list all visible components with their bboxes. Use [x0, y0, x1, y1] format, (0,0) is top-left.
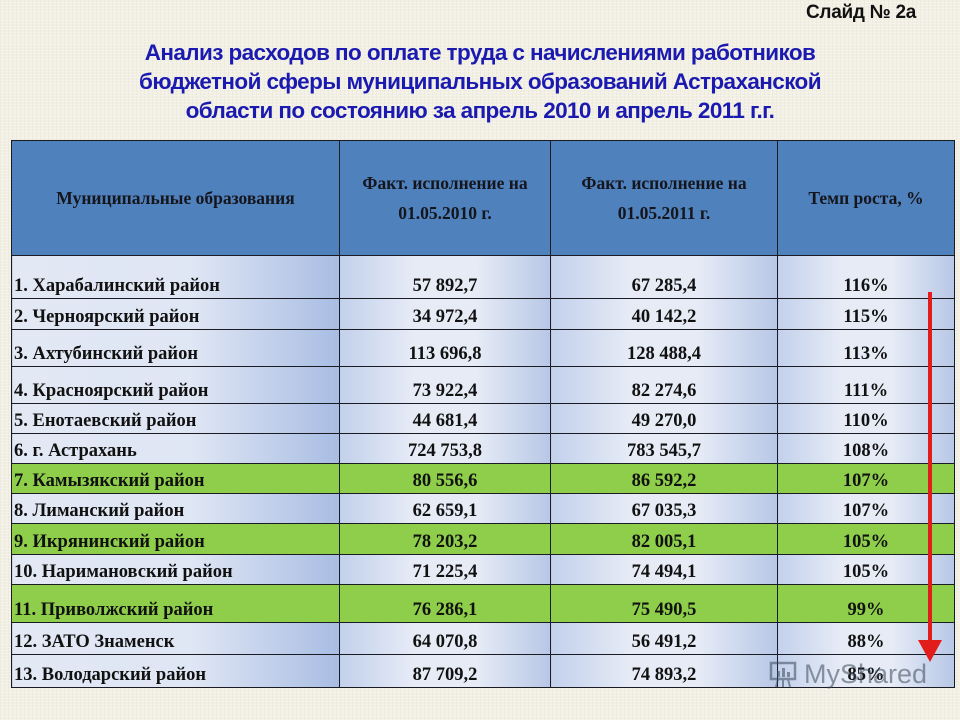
table-row: 7. Камызякский район 80 556,6 86 592,2 107%: [11, 463, 955, 494]
actual-2010-cell: 724 753,8: [339, 433, 551, 464]
actual-2011-cell: 74 893,2: [550, 654, 778, 688]
municipality-cell: 6. г. Астрахань: [11, 433, 340, 464]
actual-2011-cell: 67 035,3: [550, 493, 778, 524]
actual-2010-cell: 113 696,8: [339, 329, 551, 367]
municipality-cell: 2. Черноярский район: [11, 298, 340, 330]
actual-2010-cell: 62 659,1: [339, 493, 551, 524]
actual-2010-cell: 57 892,7: [339, 255, 551, 299]
actual-2010-cell: 71 225,4: [339, 554, 551, 585]
growth-rate-cell: 105%: [777, 554, 955, 585]
table-row: 12. ЗАТО Знаменск 64 070,8 56 491,2 88%: [11, 622, 955, 655]
table-row: 10. Наримановский район 71 225,4 74 494,1 1…: [11, 554, 955, 585]
growth-rate-cell: 110%: [777, 403, 955, 434]
table-row: 6. г. Астрахань 724 753,8 783 545,7 108%: [11, 433, 955, 464]
actual-2011-cell: 75 490,5: [550, 584, 778, 623]
down-arrow-icon: [928, 292, 932, 645]
growth-rate-cell: 85%: [777, 654, 955, 688]
table-row: 5. Енотаевский район 44 681,4 49 270,0 110%: [11, 403, 955, 434]
table-header-row: Муниципальные образования Факт. исполнен…: [11, 140, 955, 256]
growth-rate-cell: 105%: [777, 523, 955, 555]
actual-2011-cell: 82 274,6: [550, 366, 778, 404]
growth-rate-cell: 107%: [777, 493, 955, 524]
actual-2011-cell: 74 494,1: [550, 554, 778, 585]
actual-2010-cell: 87 709,2: [339, 654, 551, 688]
municipality-cell: 4. Красноярский район: [11, 366, 340, 404]
municipality-cell: 11. Приволжский район: [11, 584, 340, 623]
actual-2010-cell: 76 286,1: [339, 584, 551, 623]
growth-rate-cell: 116%: [777, 255, 955, 299]
slide-title: Анализ расходов по оплате труда с начисл…: [0, 38, 960, 125]
growth-rate-cell: 108%: [777, 433, 955, 464]
header-actual-2010: Факт. исполнение на 01.05.2010 г.: [339, 140, 551, 256]
actual-2011-cell: 82 005,1: [550, 523, 778, 555]
title-line-3: области по состоянию за апрель 2010 и ап…: [185, 98, 775, 123]
table-body: 1. Харабалинский район 57 892,7 67 285,4 11…: [11, 255, 955, 688]
arrow-head-icon: [918, 640, 942, 662]
municipality-cell: 8. Лиманский район: [11, 493, 340, 524]
municipality-cell: 1. Харабалинский район: [11, 255, 340, 299]
actual-2011-cell: 128 488,4: [550, 329, 778, 367]
growth-rate-cell: 99%: [777, 584, 955, 623]
growth-rate-cell: 107%: [777, 463, 955, 494]
table-row: 2. Черноярский район 34 972,4 40 142,2 115%: [11, 298, 955, 330]
municipality-cell: 3. Ахтубинский район: [11, 329, 340, 367]
table-row: 13. Володарский район 87 709,2 74 893,2 85%: [11, 654, 955, 688]
actual-2011-cell: 56 491,2: [550, 622, 778, 655]
table-row: 3. Ахтубинский район 113 696,8 128 488,4 11…: [11, 329, 955, 367]
expenses-table: Муниципальные образования Факт. исполнен…: [11, 140, 955, 688]
actual-2010-cell: 80 556,6: [339, 463, 551, 494]
municipality-cell: 13. Володарский район: [11, 654, 340, 688]
actual-2011-cell: 86 592,2: [550, 463, 778, 494]
municipality-cell: 12. ЗАТО Знаменск: [11, 622, 340, 655]
actual-2010-cell: 44 681,4: [339, 403, 551, 434]
actual-2010-cell: 34 972,4: [339, 298, 551, 330]
title-line-2: бюджетной сферы муниципальных образовани…: [139, 69, 821, 94]
actual-2011-cell: 67 285,4: [550, 255, 778, 299]
table-row: 9. Икрянинский район 78 203,2 82 005,1 105%: [11, 523, 955, 555]
header-growth-rate: Темп роста, %: [777, 140, 955, 256]
actual-2010-cell: 73 922,4: [339, 366, 551, 404]
actual-2011-cell: 40 142,2: [550, 298, 778, 330]
municipality-cell: 9. Икрянинский район: [11, 523, 340, 555]
title-line-1: Анализ расходов по оплате труда с начисл…: [144, 40, 816, 65]
table-row: 11. Приволжский район 76 286,1 75 490,5 99%: [11, 584, 955, 623]
table-row: 8. Лиманский район 62 659,1 67 035,3 107%: [11, 493, 955, 524]
actual-2011-cell: 49 270,0: [550, 403, 778, 434]
municipality-cell: 7. Камызякский район: [11, 463, 340, 494]
actual-2010-cell: 64 070,8: [339, 622, 551, 655]
table-row: 4. Красноярский район 73 922,4 82 274,6 111…: [11, 366, 955, 404]
header-municipality: Муниципальные образования: [11, 140, 340, 256]
growth-rate-cell: 111%: [777, 366, 955, 404]
actual-2010-cell: 78 203,2: [339, 523, 551, 555]
municipality-cell: 5. Енотаевский район: [11, 403, 340, 434]
table-row: 1. Харабалинский район 57 892,7 67 285,4 11…: [11, 255, 955, 299]
slide-number: Слайд № 2а: [806, 2, 916, 23]
actual-2011-cell: 783 545,7: [550, 433, 778, 464]
header-actual-2011: Факт. исполнение на 01.05.2011 г.: [550, 140, 778, 256]
municipality-cell: 10. Наримановский район: [11, 554, 340, 585]
